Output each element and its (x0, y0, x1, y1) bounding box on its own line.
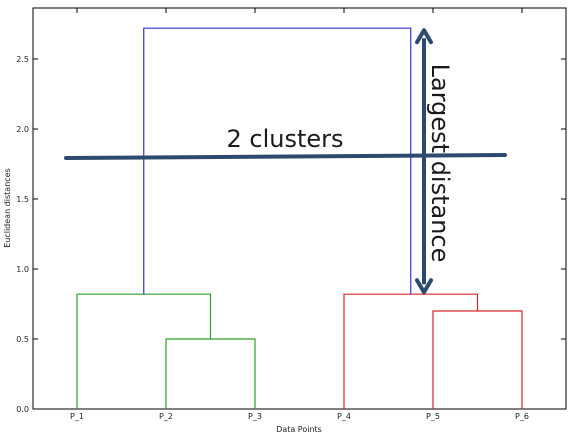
x-tick-label: P_6 (515, 412, 529, 421)
y-axis-label: Euclidean distances (3, 168, 12, 248)
x-tick-label: P_1 (70, 412, 84, 421)
y-tick-label: 2.5 (16, 55, 29, 64)
x-tick-label: P_4 (337, 412, 351, 421)
annotations: 2 clusters Largest distance (64, 28, 507, 295)
plot-area (32, 7, 567, 410)
arrow-label: Largest distance (426, 64, 454, 263)
dendrogram-links (76, 27, 523, 409)
y-axis: 0.0 0.5 1.0 1.5 2.0 2.5 (16, 55, 566, 414)
arrow-head-bottom (415, 278, 433, 295)
x-axis: P_1 P_2 P_3 P_4 P_5 P_6 (70, 8, 529, 421)
x-tick-label: P_5 (426, 412, 440, 421)
dendrogram-link (143, 27, 412, 295)
arrow-head-top (415, 28, 433, 45)
x-tick-label: P_3 (248, 412, 262, 421)
y-tick-label: 1.5 (16, 195, 29, 204)
x-axis-label: Data Points (276, 425, 322, 434)
y-tick-label: 0.0 (16, 405, 29, 414)
x-tick-label: P_2 (159, 412, 173, 421)
y-tick-label: 2.0 (16, 125, 29, 134)
cluster-cut-line (64, 153, 507, 160)
y-tick-label: 1.0 (16, 265, 29, 274)
y-tick-label: 0.5 (16, 335, 29, 344)
cut-label: 2 clusters (226, 125, 343, 153)
